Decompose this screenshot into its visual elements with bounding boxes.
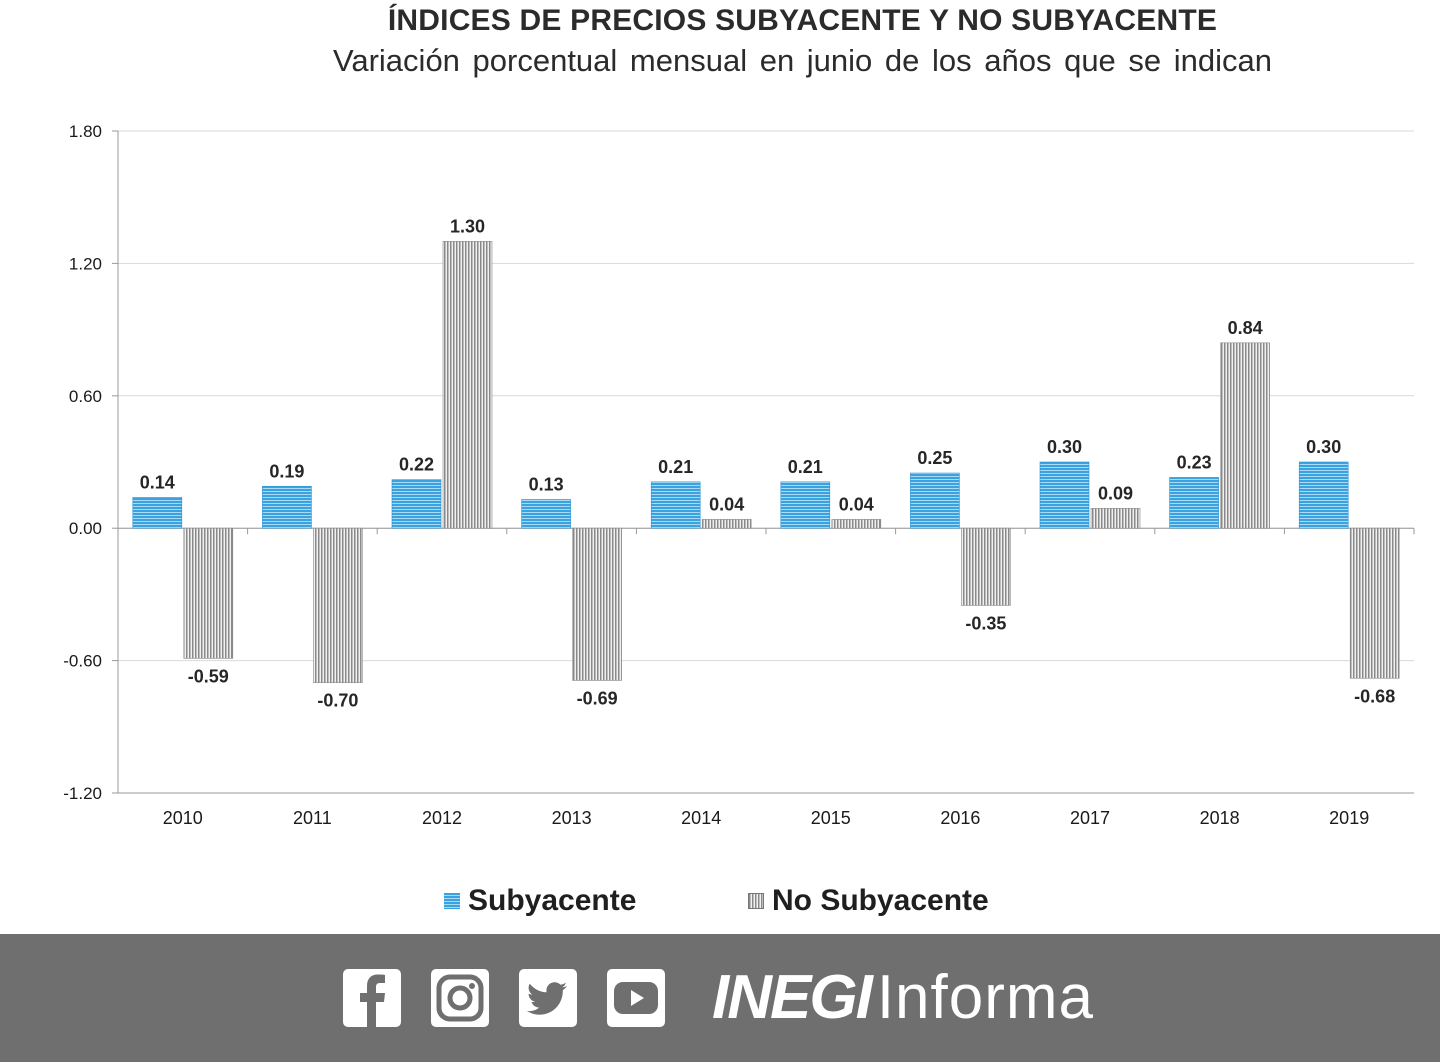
bar-no-subyacente-2016 — [961, 527, 1011, 606]
data-label-no-subyacente-2014: 0.04 — [709, 494, 744, 514]
legend-swatch-subyacente — [444, 893, 460, 909]
bar-chart: 1.80 1.20 0.60 0.00 -0.60 -1.20 2010 0.14 -0.59 2… — [63, 122, 1415, 828]
facebook-icon[interactable] — [343, 969, 401, 1027]
legend-label-no-subyacente: No Subyacente — [772, 884, 989, 917]
inegi-informa-logo: INEGI Informa — [712, 962, 1094, 1032]
y-tick-label: 0.60 — [69, 387, 102, 406]
y-tick-label: 0.00 — [69, 519, 102, 538]
footer-banner: INEGI Informa — [0, 934, 1440, 1062]
data-label-no-subyacente-2011: -0.70 — [317, 691, 358, 711]
legend-item-no-subyacente: No Subyacente — [748, 884, 989, 918]
bar-subyacente-2010 — [132, 497, 183, 529]
instagram-icon[interactable] — [431, 969, 489, 1027]
data-label-no-subyacente-2016: -0.35 — [965, 613, 1006, 633]
bar-no-subyacente-2014 — [701, 519, 752, 529]
data-label-subyacente-2013: 0.13 — [529, 475, 564, 495]
bar-subyacente-2014 — [650, 481, 701, 529]
bar-subyacente-2015 — [780, 481, 831, 529]
chart-legend: Subyacente No Subyacente — [0, 884, 1440, 924]
x-tick-label: 2013 — [552, 808, 592, 828]
legend-swatch-no-subyacente — [748, 893, 764, 909]
data-label-subyacente-2019: 0.30 — [1306, 437, 1341, 457]
y-tick-label: 1.80 — [69, 122, 102, 141]
bar-subyacente-2018 — [1169, 477, 1219, 529]
data-label-subyacente-2012: 0.22 — [399, 455, 434, 475]
data-label-no-subyacente-2019: -0.68 — [1354, 686, 1395, 706]
x-tick-label: 2012 — [422, 808, 462, 828]
y-tick-label: -0.60 — [63, 652, 102, 671]
x-tick-label: 2018 — [1200, 808, 1240, 828]
x-tick-label: 2011 — [293, 808, 332, 828]
bar-subyacente-2012 — [391, 479, 442, 529]
bar-no-subyacente-2018 — [1220, 342, 1270, 529]
bar-no-subyacente-2013 — [572, 527, 622, 681]
data-label-subyacente-2016: 0.25 — [917, 448, 952, 468]
data-label-subyacente-2017: 0.30 — [1047, 437, 1082, 457]
youtube-icon[interactable] — [607, 969, 665, 1027]
bar-subyacente-2013 — [521, 499, 571, 529]
x-tick-label: 2015 — [811, 808, 851, 828]
data-label-no-subyacente-2018: 0.84 — [1228, 318, 1263, 338]
data-label-no-subyacente-2013: -0.69 — [577, 688, 618, 708]
data-label-no-subyacente-2017: 0.09 — [1098, 483, 1133, 503]
data-label-subyacente-2018: 0.23 — [1177, 452, 1212, 472]
x-tick-label: 2017 — [1070, 808, 1110, 828]
legend-item-subyacente: Subyacente — [444, 884, 636, 918]
x-tick-label: 2014 — [681, 808, 721, 828]
bar-subyacente-2011 — [262, 485, 312, 529]
data-label-no-subyacente-2012: 1.30 — [450, 216, 485, 236]
bar-subyacente-2016 — [910, 472, 960, 529]
bar-no-subyacente-2011 — [313, 527, 363, 683]
bar-no-subyacente-2017 — [1090, 508, 1141, 529]
bar-subyacente-2017 — [1039, 461, 1090, 529]
bar-no-subyacente-2015 — [831, 519, 882, 529]
y-tick-label: -1.20 — [63, 784, 102, 803]
x-tick-label: 2010 — [163, 808, 203, 828]
data-label-no-subyacente-2010: -0.59 — [188, 666, 229, 686]
data-label-subyacente-2011: 0.19 — [269, 461, 304, 481]
brand-informa: Informa — [876, 963, 1095, 1032]
bar-no-subyacente-2012 — [442, 241, 493, 529]
y-tick-label: 1.20 — [69, 254, 102, 273]
data-label-subyacente-2010: 0.14 — [140, 472, 175, 492]
bar-subyacente-2019 — [1298, 461, 1349, 529]
bar-no-subyacente-2019 — [1349, 527, 1400, 679]
bar-no-subyacente-2010 — [183, 527, 234, 659]
data-label-subyacente-2014: 0.21 — [658, 457, 693, 477]
x-tick-label: 2016 — [940, 808, 980, 828]
twitter-icon[interactable] — [519, 969, 577, 1027]
chart-title: ÍNDICES DE PRECIOS SUBYACENTE Y NO SUBYA… — [387, 4, 1218, 37]
x-tick-label: 2019 — [1329, 808, 1369, 828]
brand-inegi: INEGI — [712, 963, 873, 1032]
legend-label-subyacente: Subyacente — [468, 884, 637, 917]
data-label-no-subyacente-2015: 0.04 — [839, 494, 874, 514]
data-label-subyacente-2015: 0.21 — [788, 457, 823, 477]
chart-subtitle: Variación porcentual mensual en junio de… — [332, 43, 1272, 78]
